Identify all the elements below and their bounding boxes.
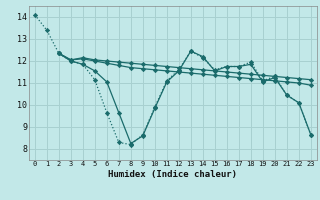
X-axis label: Humidex (Indice chaleur): Humidex (Indice chaleur) bbox=[108, 170, 237, 179]
